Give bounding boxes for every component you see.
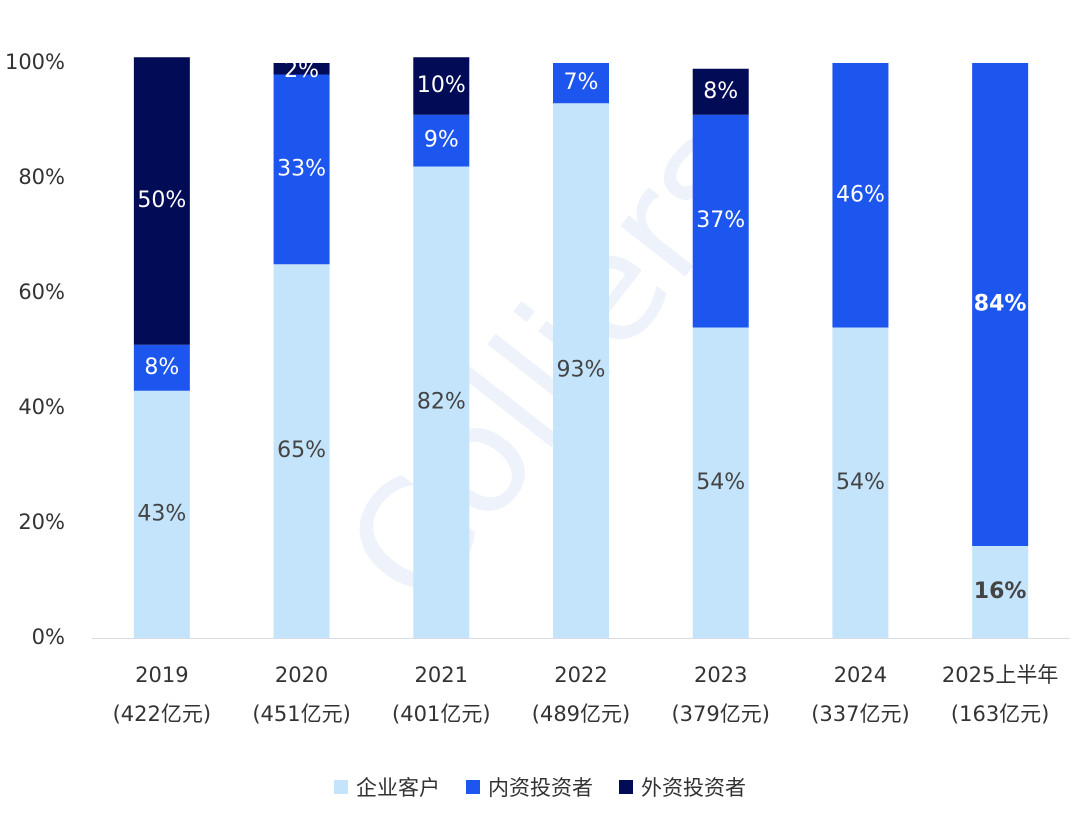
- bar-segment: [692, 68, 749, 115]
- y-tick-label: 0%: [32, 625, 65, 649]
- legend-label-domestic: 内资投资者: [488, 776, 593, 800]
- data-label: 84%: [974, 292, 1027, 317]
- bar-segment: [413, 57, 470, 115]
- data-label: 7%: [564, 70, 599, 95]
- bar-segment: [273, 74, 330, 265]
- bar-segment: [133, 390, 190, 638]
- legend-item-foreign: 外资投资者: [619, 772, 746, 802]
- bar-segment: [413, 166, 470, 638]
- bar-segment: [972, 63, 1029, 546]
- x-tick-sublabel: (489亿元): [532, 702, 630, 726]
- x-tick-sublabel: (451亿元): [252, 702, 350, 726]
- data-label: 50%: [137, 188, 186, 213]
- legend-label-foreign: 外资投资者: [641, 776, 746, 800]
- legend: 企业客户 内资投资者 外资投资者: [0, 772, 1080, 802]
- x-tick-sublabel: (337亿元): [811, 702, 909, 726]
- bar-segment: [553, 103, 609, 638]
- data-label: 54%: [836, 470, 885, 495]
- x-tick-label: 2021: [415, 663, 468, 687]
- bar-segment: [273, 63, 330, 75]
- x-tick-label: 2020: [275, 663, 328, 687]
- data-label: 54%: [696, 470, 745, 495]
- data-label: 9%: [424, 128, 459, 153]
- bar-segment: [692, 327, 749, 638]
- x-tick-sublabel: (379亿元): [671, 702, 769, 726]
- bar-segment: [553, 63, 609, 104]
- legend-swatch-corporate: [334, 780, 348, 794]
- y-tick-label: 20%: [18, 510, 65, 534]
- x-tick-label: 2023: [694, 663, 747, 687]
- data-label: 43%: [137, 501, 186, 526]
- x-tick-sublabel: (163亿元): [951, 702, 1049, 726]
- x-tick-label: 2019: [135, 663, 188, 687]
- x-tick-sublabel: (422亿元): [113, 702, 211, 726]
- data-label: 16%: [974, 579, 1027, 604]
- bar-segment: [832, 327, 889, 638]
- y-tick-label: 100%: [5, 50, 65, 74]
- x-tick-label: 2022: [554, 663, 607, 687]
- chart-canvas: Colliers0%20%40%60%80%100%43%8%50%2019(4…: [5, 50, 1070, 726]
- data-label: 8%: [703, 79, 738, 104]
- data-label: 82%: [417, 389, 466, 414]
- bar-segment: [133, 57, 190, 345]
- bar-segment: [832, 63, 889, 328]
- legend-swatch-domestic: [466, 780, 480, 794]
- data-label: 46%: [836, 182, 885, 207]
- bar-segment: [273, 264, 330, 638]
- y-tick-label: 40%: [18, 395, 65, 419]
- x-tick-label: 2024: [834, 663, 887, 687]
- legend-item-domestic: 内资投资者: [466, 772, 593, 802]
- data-label: 93%: [557, 358, 606, 383]
- data-label: 10%: [417, 73, 466, 98]
- y-tick-label: 80%: [18, 165, 65, 189]
- data-label: 37%: [696, 208, 745, 233]
- bar-segment: [413, 114, 470, 167]
- data-label: 65%: [277, 438, 326, 463]
- legend-swatch-foreign: [619, 780, 633, 794]
- data-label: 33%: [277, 156, 326, 181]
- data-label: 2%: [284, 58, 319, 83]
- bar-segment: [972, 546, 1029, 638]
- y-tick-label: 60%: [18, 280, 65, 304]
- bar-segment: [692, 114, 749, 328]
- x-tick-sublabel: (401亿元): [392, 702, 490, 726]
- x-tick-label: 2025上半年: [942, 663, 1058, 687]
- data-label: 8%: [144, 355, 179, 380]
- legend-item-corporate: 企业客户: [334, 772, 440, 802]
- legend-label-corporate: 企业客户: [356, 776, 440, 800]
- bar-segment: [133, 344, 190, 391]
